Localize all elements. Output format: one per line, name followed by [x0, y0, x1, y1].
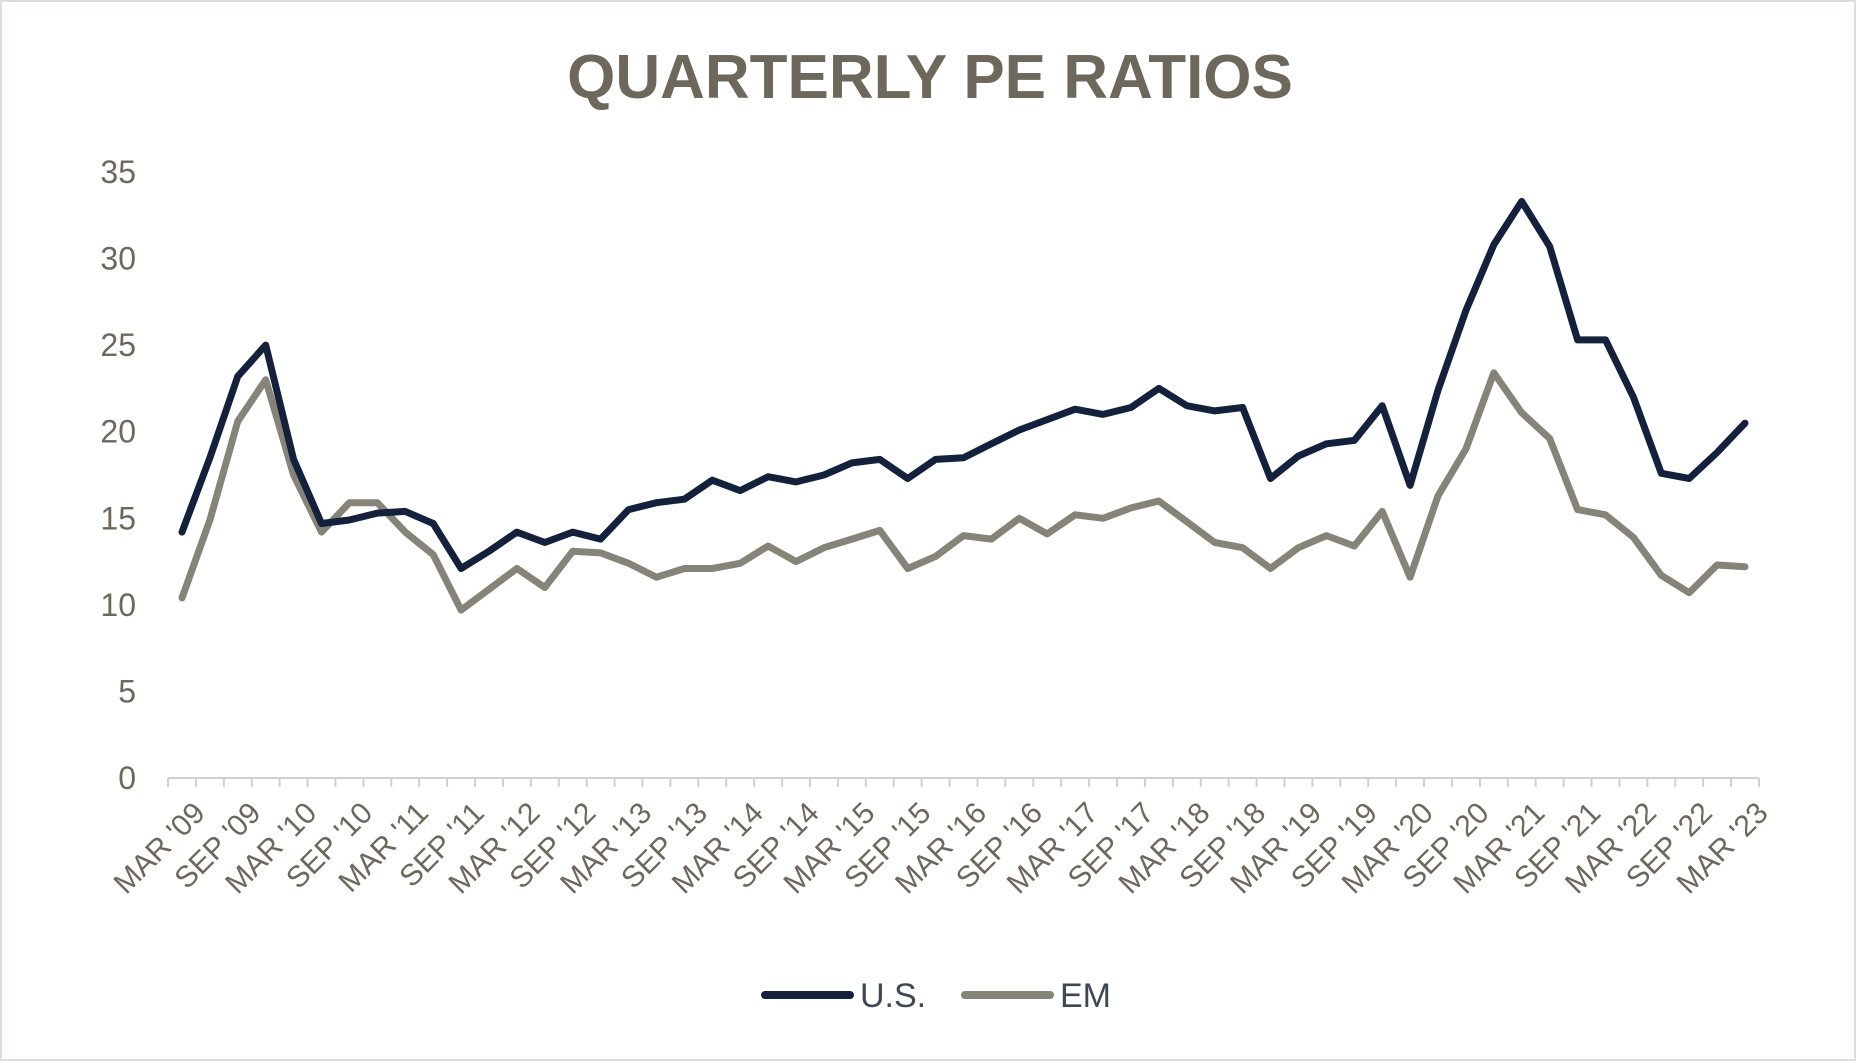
legend-label: EM	[1060, 977, 1111, 1015]
y-tick-label: 25	[100, 327, 136, 363]
legend-label: U.S.	[860, 977, 926, 1015]
y-tick-label: 10	[100, 587, 136, 623]
y-axis: 0 5 10 15 20 25 30 35	[100, 154, 136, 796]
y-tick-label: 20	[100, 414, 136, 450]
series-line-em	[178, 369, 1749, 614]
series-line-u-s	[178, 197, 1749, 572]
y-tick-label: 15	[100, 500, 136, 536]
y-tick-label: 0	[118, 760, 136, 796]
y-tick-label: 35	[100, 154, 136, 190]
legend: U.S. EM	[761, 977, 1111, 1015]
series-layer	[178, 197, 1749, 614]
chart-title: QUARTERLY PE RATIOS	[567, 43, 1293, 112]
y-tick-label: 5	[118, 673, 136, 709]
y-tick-label: 30	[100, 241, 136, 277]
